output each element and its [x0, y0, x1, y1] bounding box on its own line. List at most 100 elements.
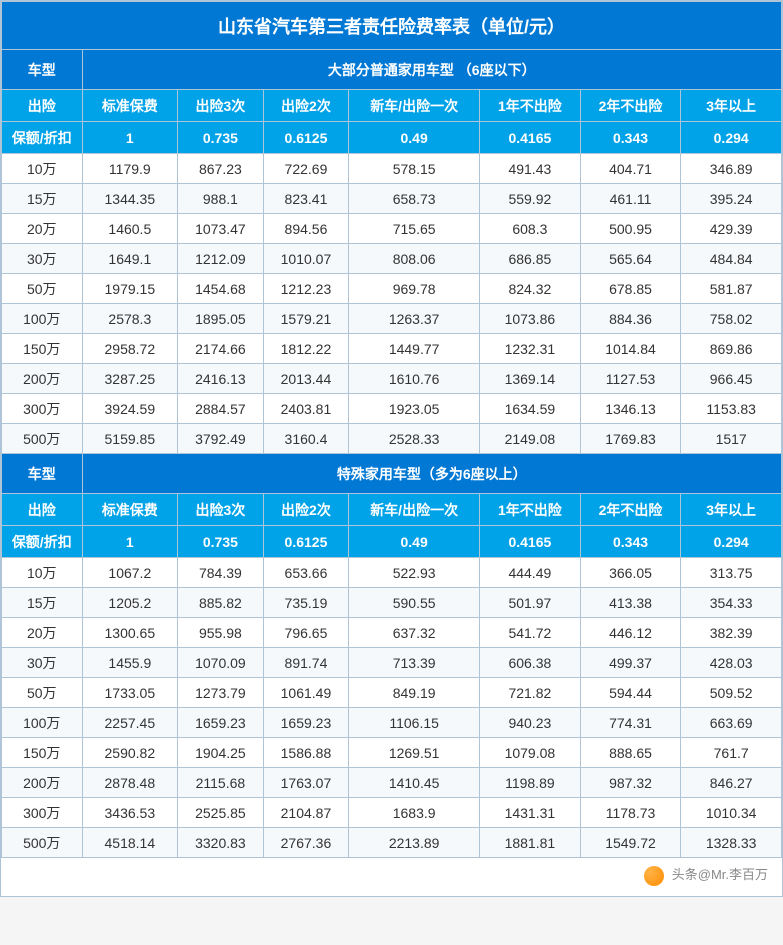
data-cell: 1610.76: [349, 364, 480, 394]
data-cell: 1904.25: [178, 738, 264, 768]
data-cell: 606.38: [480, 648, 581, 678]
header-chuxian: 出险: [2, 494, 83, 526]
data-cell: 1070.09: [178, 648, 264, 678]
data-cell: 3792.49: [178, 424, 264, 454]
data-cell: 658.73: [349, 184, 480, 214]
section-label: 车型: [2, 454, 83, 494]
data-cell: 366.05: [580, 558, 681, 588]
row-label: 50万: [2, 274, 83, 304]
data-cell: 2149.08: [480, 424, 581, 454]
data-cell: 1763.07: [263, 768, 349, 798]
data-cell: 4518.14: [82, 828, 178, 858]
data-cell: 715.65: [349, 214, 480, 244]
data-cell: 2958.72: [82, 334, 178, 364]
data-cell: 987.32: [580, 768, 681, 798]
data-cell: 2528.33: [349, 424, 480, 454]
data-cell: 2525.85: [178, 798, 264, 828]
data-cell: 2416.13: [178, 364, 264, 394]
data-cell: 988.1: [178, 184, 264, 214]
data-cell: 428.03: [681, 648, 782, 678]
data-cell: 1895.05: [178, 304, 264, 334]
data-cell: 846.27: [681, 768, 782, 798]
discount-3: 0.49: [349, 526, 480, 558]
data-cell: 1273.79: [178, 678, 264, 708]
data-cell: 1205.2: [82, 588, 178, 618]
data-cell: 522.93: [349, 558, 480, 588]
section-label: 车型: [2, 50, 83, 90]
row-label: 200万: [2, 768, 83, 798]
data-cell: 1010.07: [263, 244, 349, 274]
discount-4: 0.4165: [480, 122, 581, 154]
data-cell: 1263.37: [349, 304, 480, 334]
data-cell: 713.39: [349, 648, 480, 678]
data-cell: 678.85: [580, 274, 681, 304]
col-header-4: 1年不出险: [480, 494, 581, 526]
data-cell: 1212.23: [263, 274, 349, 304]
data-cell: 735.19: [263, 588, 349, 618]
rate-table-container: 山东省汽车第三者责任险费率表（单位/元）车型大部分普通家用车型 （6座以下）出险…: [0, 0, 783, 897]
data-cell: 2013.44: [263, 364, 349, 394]
col-header-6: 3年以上: [681, 90, 782, 122]
data-cell: 1812.22: [263, 334, 349, 364]
row-label: 500万: [2, 424, 83, 454]
data-cell: 3320.83: [178, 828, 264, 858]
row-label: 20万: [2, 214, 83, 244]
data-cell: 590.55: [349, 588, 480, 618]
row-label: 10万: [2, 558, 83, 588]
data-cell: 1449.77: [349, 334, 480, 364]
data-cell: 686.85: [480, 244, 581, 274]
data-cell: 1410.45: [349, 768, 480, 798]
data-cell: 663.69: [681, 708, 782, 738]
discount-6: 0.294: [681, 122, 782, 154]
row-label: 150万: [2, 738, 83, 768]
data-cell: 1517: [681, 424, 782, 454]
data-cell: 1586.88: [263, 738, 349, 768]
avatar-icon: [644, 866, 664, 886]
section-subtitle: 特殊家用车型（多为6座以上）: [82, 454, 781, 494]
discount-0: 1: [82, 122, 178, 154]
data-cell: 461.11: [580, 184, 681, 214]
data-cell: 1212.09: [178, 244, 264, 274]
data-cell: 2578.3: [82, 304, 178, 334]
data-cell: 509.52: [681, 678, 782, 708]
data-cell: 884.36: [580, 304, 681, 334]
data-cell: 2213.89: [349, 828, 480, 858]
data-cell: 940.23: [480, 708, 581, 738]
data-cell: 784.39: [178, 558, 264, 588]
data-cell: 1073.47: [178, 214, 264, 244]
data-cell: 2174.66: [178, 334, 264, 364]
row-label: 15万: [2, 588, 83, 618]
data-cell: 758.02: [681, 304, 782, 334]
discount-2: 0.6125: [263, 122, 349, 154]
data-cell: 354.33: [681, 588, 782, 618]
data-cell: 1106.15: [349, 708, 480, 738]
data-cell: 885.82: [178, 588, 264, 618]
data-cell: 2767.36: [263, 828, 349, 858]
col-header-5: 2年不出险: [580, 90, 681, 122]
watermark: 头条@Mr.李百万: [1, 858, 782, 896]
data-cell: 1579.21: [263, 304, 349, 334]
data-cell: 969.78: [349, 274, 480, 304]
section-subtitle: 大部分普通家用车型 （6座以下）: [82, 50, 781, 90]
data-cell: 594.44: [580, 678, 681, 708]
data-cell: 2590.82: [82, 738, 178, 768]
row-label: 150万: [2, 334, 83, 364]
col-header-1: 出险3次: [178, 494, 264, 526]
discount-0: 1: [82, 526, 178, 558]
data-cell: 823.41: [263, 184, 349, 214]
data-cell: 2104.87: [263, 798, 349, 828]
data-cell: 1328.33: [681, 828, 782, 858]
data-cell: 1460.5: [82, 214, 178, 244]
watermark-text: 头条@Mr.李百万: [672, 867, 768, 882]
data-cell: 796.65: [263, 618, 349, 648]
data-cell: 761.7: [681, 738, 782, 768]
discount-5: 0.343: [580, 526, 681, 558]
col-header-4: 1年不出险: [480, 90, 581, 122]
data-cell: 1923.05: [349, 394, 480, 424]
data-cell: 2884.57: [178, 394, 264, 424]
data-cell: 1455.9: [82, 648, 178, 678]
data-cell: 444.49: [480, 558, 581, 588]
data-cell: 808.06: [349, 244, 480, 274]
data-cell: 1300.65: [82, 618, 178, 648]
data-cell: 484.84: [681, 244, 782, 274]
